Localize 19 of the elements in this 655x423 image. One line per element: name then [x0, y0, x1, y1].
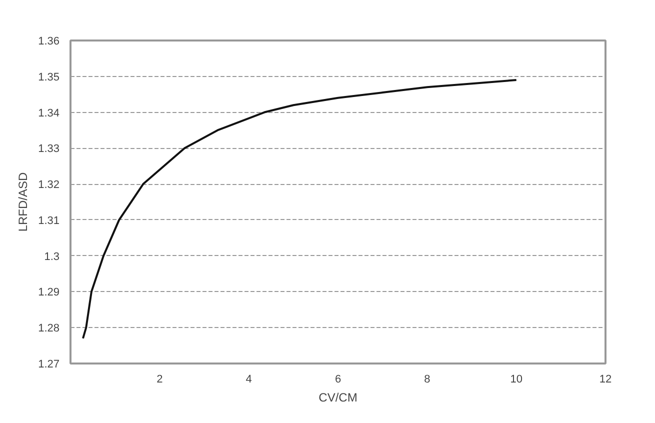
y-tick-label: 1.32: [38, 179, 60, 192]
x-tick-label: 12: [599, 374, 612, 386]
y-tick-label: 1.35: [38, 71, 60, 84]
y-axis-title: LRFD/ASD: [16, 172, 30, 232]
y-tick-label: 1.3: [44, 250, 60, 263]
y-tick-label: 1.34: [38, 107, 60, 120]
x-tick-label: 10: [510, 374, 522, 386]
y-tick-label: 1.29: [38, 286, 60, 299]
x-tick-label: 6: [334, 374, 342, 386]
x-axis-title: CV/CM: [318, 390, 358, 404]
x-tick-label: 8: [424, 374, 430, 386]
line-series: [82, 78, 518, 340]
x-tick-label: 2: [156, 374, 163, 386]
y-tick-label: 1.28: [38, 322, 60, 335]
x-tick-label: 4: [246, 374, 252, 386]
y-tick-label: 1.27: [38, 358, 60, 370]
y-tick-label: 1.36: [38, 36, 60, 48]
y-tick-label: 1.33: [38, 143, 60, 156]
y-tick-label: 1.31: [38, 214, 60, 227]
